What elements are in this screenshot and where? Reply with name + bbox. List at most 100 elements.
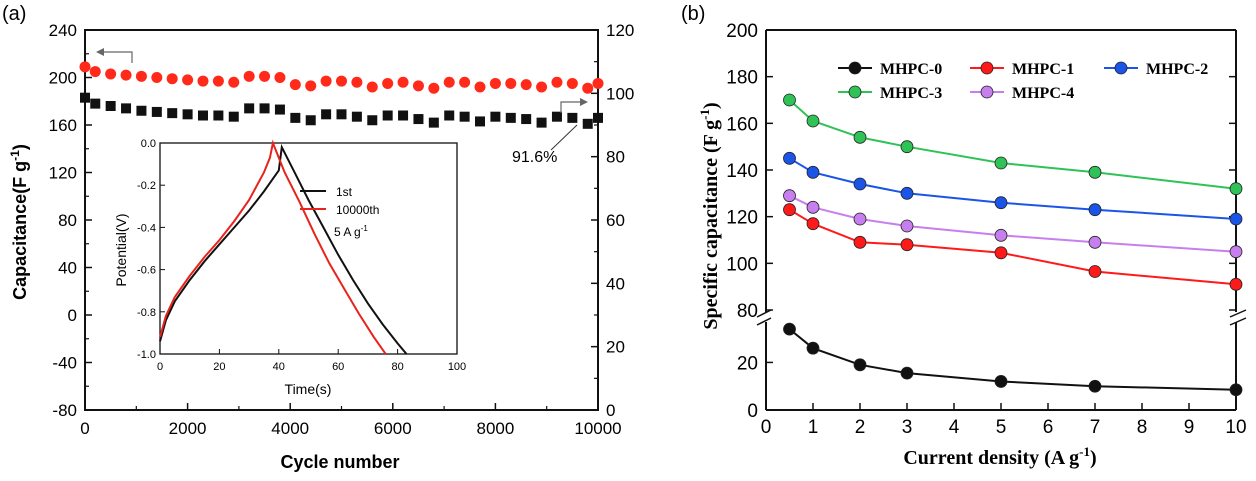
a-left-tick-label: 0 bbox=[68, 306, 77, 325]
a-right-tick-label: 100 bbox=[606, 84, 634, 103]
data-point bbox=[783, 151, 796, 165]
data-point bbox=[197, 110, 208, 121]
inset-series bbox=[159, 139, 408, 355]
panel-b-label: (b) bbox=[681, 3, 705, 25]
legend-label: MHPC-0 bbox=[880, 61, 942, 78]
inset-y-tick-label: -0.6 bbox=[137, 265, 156, 277]
data-point bbox=[1229, 212, 1243, 226]
series-MHPC-2 bbox=[783, 151, 1243, 226]
data-point bbox=[566, 77, 578, 89]
a-right-tick-label: 0 bbox=[606, 401, 615, 420]
data-point bbox=[783, 189, 796, 203]
inset-y-axis-label: Potential(V) bbox=[113, 213, 129, 286]
inset-legend-1st: 1st bbox=[336, 185, 353, 199]
series-MHPC-1 bbox=[783, 203, 1243, 291]
data-point bbox=[459, 76, 471, 88]
data-point bbox=[806, 217, 820, 231]
inset-y-tick-label: 0.0 bbox=[141, 138, 156, 150]
data-point bbox=[593, 112, 603, 123]
data-point bbox=[80, 92, 90, 103]
data-point bbox=[1088, 379, 1102, 393]
data-point bbox=[806, 165, 820, 179]
data-point bbox=[212, 75, 224, 87]
data-point bbox=[428, 82, 440, 94]
data-point bbox=[197, 75, 209, 87]
a-series-squares bbox=[80, 92, 603, 129]
inset-x-tick-label: 40 bbox=[273, 361, 285, 373]
data-point bbox=[853, 358, 867, 372]
b-x-tick-label: 1 bbox=[808, 417, 819, 438]
inset-x-tick-label: 60 bbox=[332, 361, 344, 373]
series-line bbox=[788, 99, 1237, 190]
b-x-tick-label: 3 bbox=[902, 417, 913, 438]
data-point bbox=[167, 108, 178, 119]
data-point bbox=[320, 75, 332, 87]
data-point bbox=[336, 109, 347, 120]
a-x-tick-label: 8000 bbox=[476, 419, 514, 438]
series-MHPC-0 bbox=[783, 322, 1243, 397]
data-point bbox=[853, 212, 867, 226]
data-point bbox=[79, 61, 91, 73]
a-x-tick-label: 0 bbox=[80, 419, 89, 438]
data-point bbox=[551, 111, 562, 122]
panel-b-x-axis-label: Current density (A g-1) bbox=[903, 444, 1096, 469]
inset-legend-10000th: 10000th bbox=[336, 203, 379, 217]
inset-x-tick-label: 80 bbox=[391, 361, 403, 373]
data-point bbox=[505, 112, 516, 123]
data-point bbox=[1229, 182, 1243, 196]
data-point bbox=[105, 101, 116, 111]
b-x-tick-label: 6 bbox=[1043, 417, 1054, 438]
b-x-tick-label: 9 bbox=[1184, 417, 1195, 438]
data-point bbox=[428, 117, 439, 128]
data-point bbox=[121, 103, 132, 114]
a-left-tick-label: 80 bbox=[58, 211, 77, 230]
data-point bbox=[900, 366, 914, 380]
data-point bbox=[290, 112, 301, 123]
data-point bbox=[853, 177, 867, 191]
data-point bbox=[305, 80, 317, 92]
panel-a-x-axis: 0 2000 4000 6000 8000 10000 bbox=[80, 403, 622, 438]
b-x-tick-label: 7 bbox=[1090, 417, 1101, 438]
data-point bbox=[900, 140, 914, 154]
data-point bbox=[243, 70, 255, 82]
inset-y-tick-label: -0.4 bbox=[137, 222, 156, 234]
data-point bbox=[582, 82, 594, 94]
left-axis-arrow-head bbox=[96, 48, 104, 56]
data-point bbox=[135, 70, 147, 82]
legend-item-MHPC-2: MHPC-2 bbox=[1104, 61, 1208, 78]
b-y-tick-label: 20 bbox=[737, 353, 758, 374]
panel-b-y-axis-label: Specific capacitance (F g-1) bbox=[697, 102, 722, 329]
a-left-tick-label: -80 bbox=[52, 401, 77, 420]
data-point bbox=[444, 110, 455, 121]
data-point bbox=[520, 79, 532, 91]
data-point bbox=[1229, 245, 1243, 259]
a-left-tick-label: 240 bbox=[49, 21, 77, 40]
data-point bbox=[475, 116, 486, 127]
data-point bbox=[853, 235, 867, 249]
a-left-tick-label: 200 bbox=[49, 69, 77, 88]
panel-a-right-axis: 0 20 40 60 80 100 120 bbox=[591, 21, 634, 420]
a-x-tick-label: 4000 bbox=[271, 419, 309, 438]
data-point bbox=[166, 73, 178, 85]
data-point bbox=[582, 118, 593, 129]
inset-frame bbox=[159, 142, 458, 355]
data-point bbox=[89, 66, 101, 78]
data-point bbox=[994, 196, 1008, 210]
panel-b-series bbox=[783, 93, 1243, 397]
data-point bbox=[367, 115, 378, 126]
b-x-tick-label: 2 bbox=[855, 417, 866, 438]
data-point bbox=[592, 77, 604, 89]
legend-label: MHPC-3 bbox=[880, 85, 942, 102]
b-y-tick-label: 200 bbox=[726, 21, 758, 42]
data-point bbox=[136, 105, 147, 116]
inset-axes: 0 20 40 60 80 100 0.0 -0.2 -0.4 -0.6 -0.8 -1.0 bbox=[137, 138, 466, 373]
data-point bbox=[1088, 265, 1102, 278]
a-right-tick-label: 20 bbox=[606, 338, 625, 357]
legend-marker bbox=[848, 61, 862, 75]
right-axis-arrow bbox=[560, 101, 585, 113]
b-x-tick-label: 4 bbox=[949, 417, 960, 438]
data-point bbox=[105, 68, 117, 80]
data-point bbox=[274, 104, 285, 115]
b-y-tick-label: 120 bbox=[726, 208, 758, 229]
data-point bbox=[321, 109, 332, 120]
